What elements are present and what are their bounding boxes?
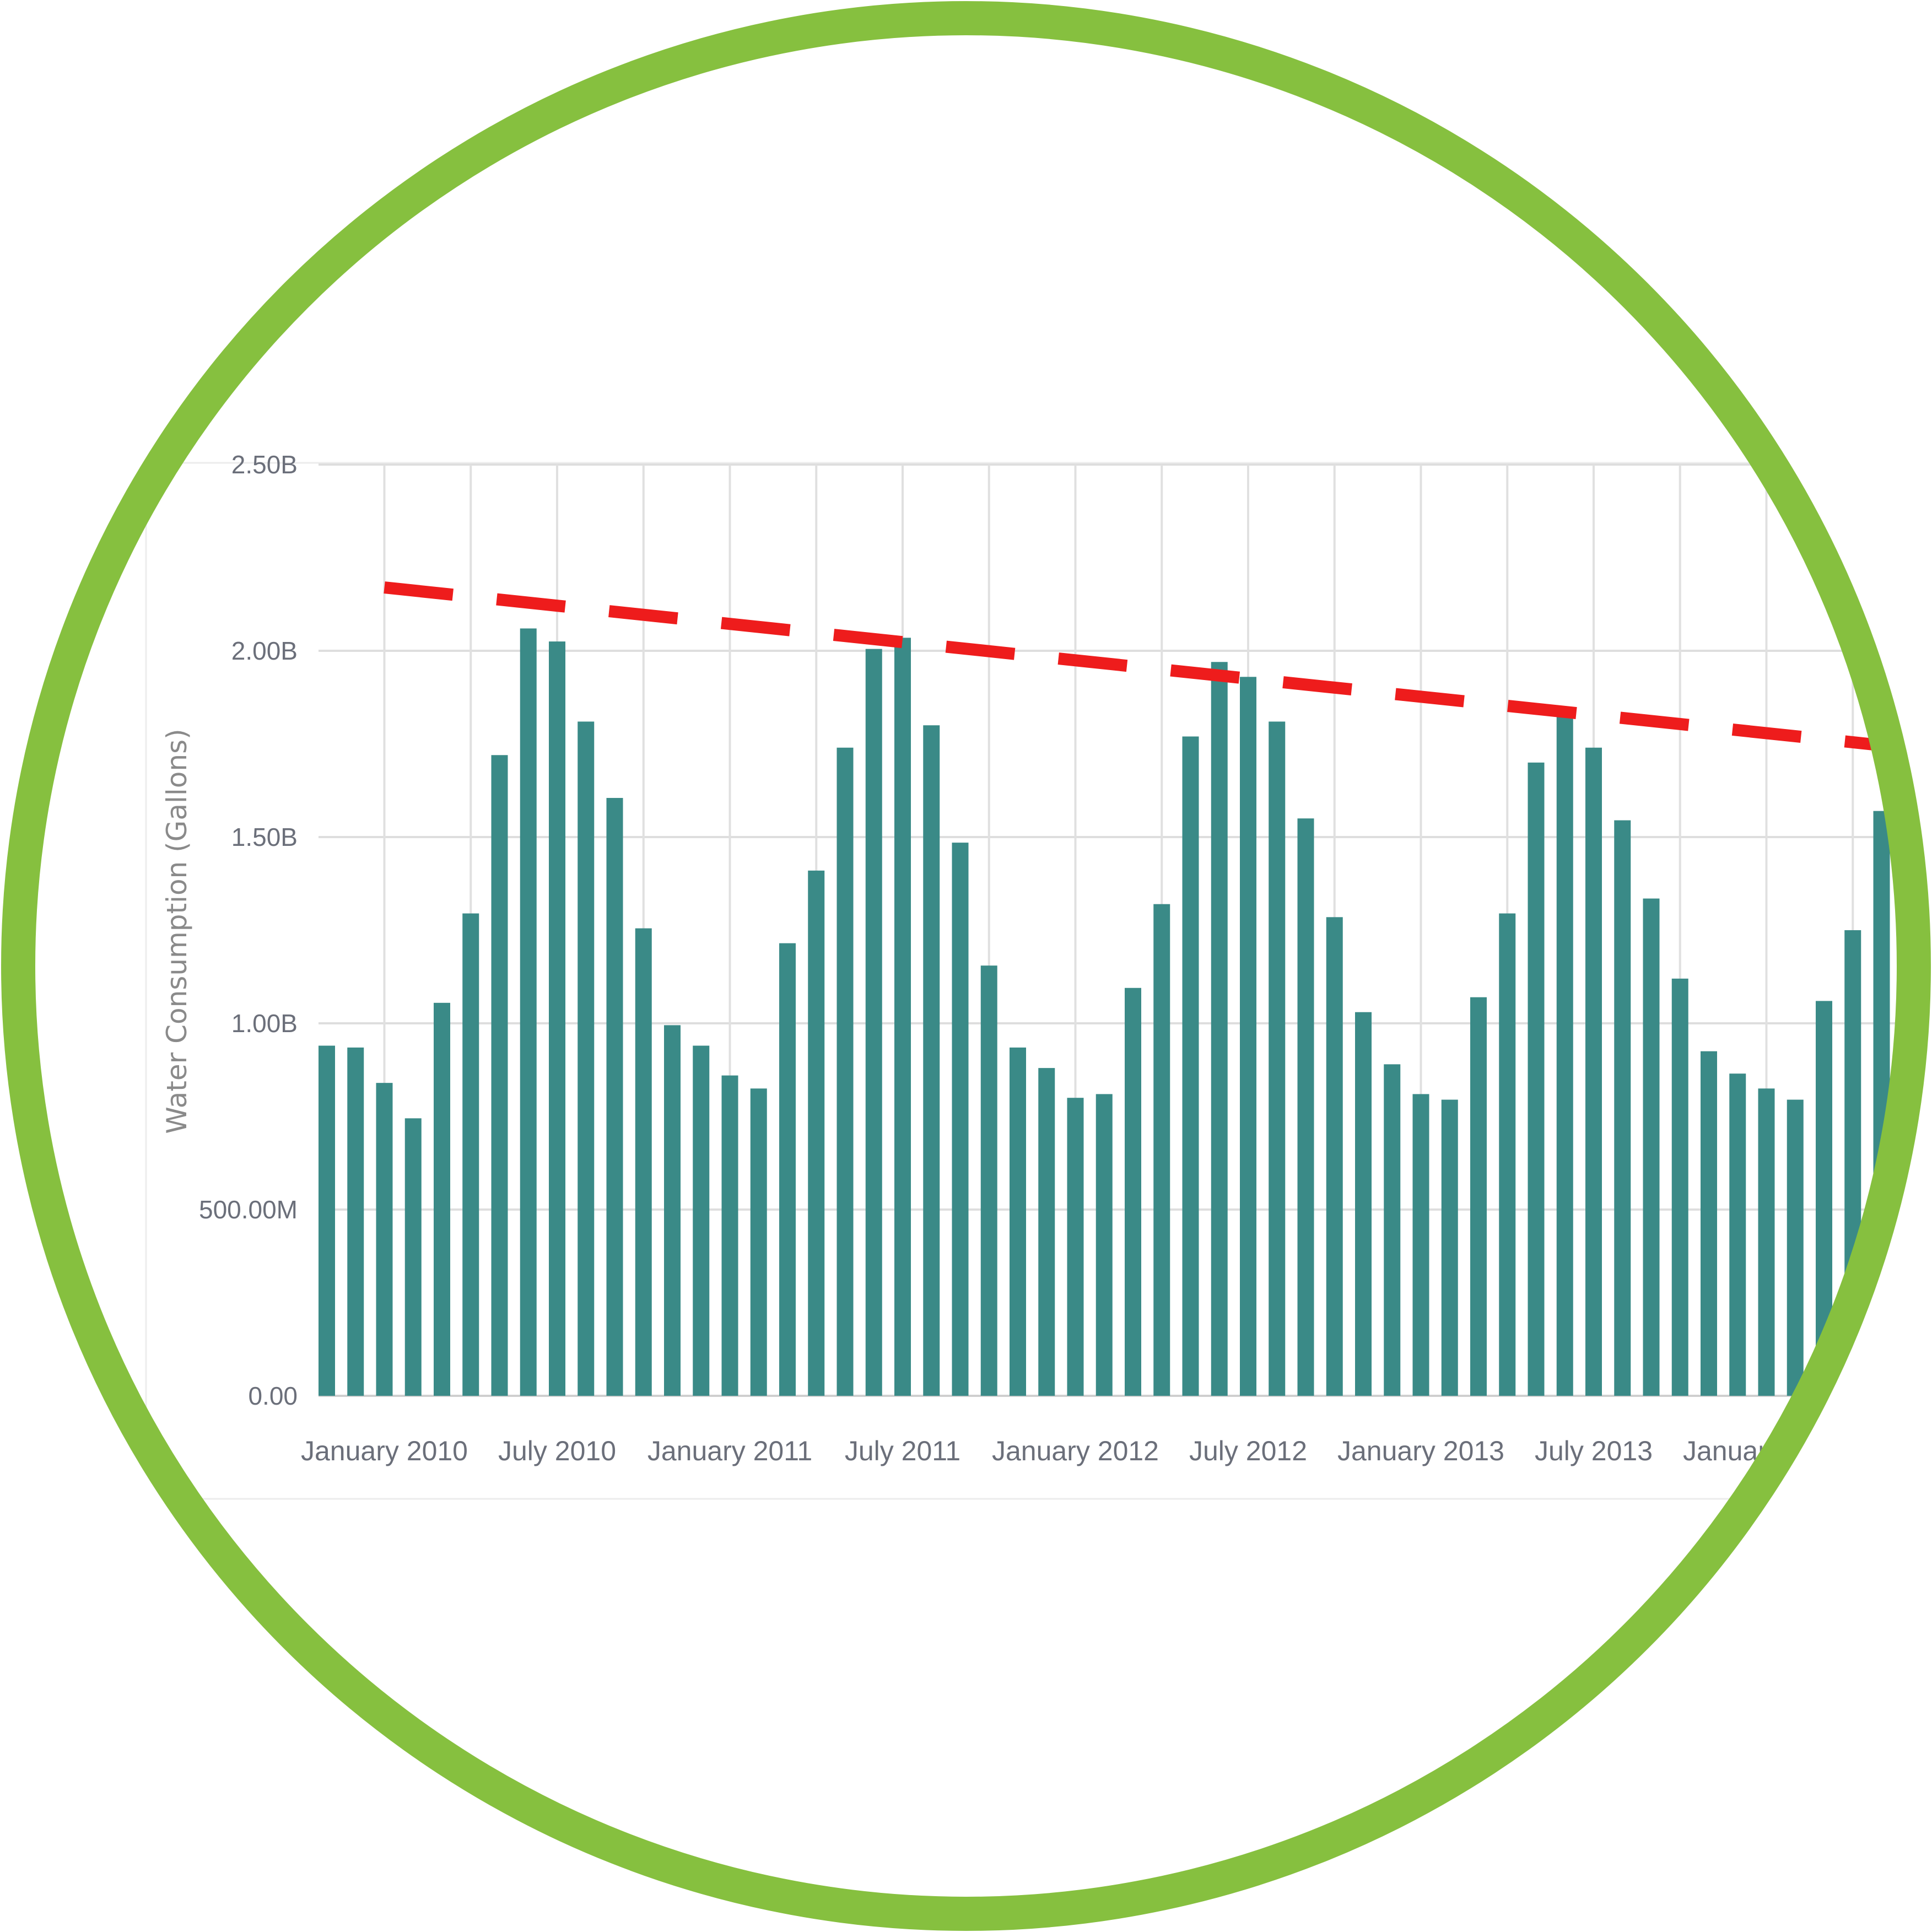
bars [319, 628, 1914, 1396]
bar [347, 1047, 364, 1396]
bar [1412, 1094, 1429, 1396]
bar [1355, 1012, 1372, 1396]
x-tick-label: January 2013 [1337, 1435, 1504, 1466]
bar [1556, 714, 1573, 1396]
bar [319, 1045, 335, 1396]
y-tick-label: 1.00B [231, 1009, 298, 1038]
x-tick-label: July 2012 [1189, 1435, 1307, 1466]
bar [491, 755, 508, 1396]
bar [1499, 913, 1516, 1396]
bar [808, 870, 825, 1396]
x-tick-label: July 2011 [845, 1435, 960, 1466]
y-tick-label: 500.00M [199, 1195, 298, 1224]
bar [1125, 987, 1141, 1396]
x-tick-label: January 2010 [301, 1435, 468, 1466]
x-tick-label: January 2011 [647, 1435, 812, 1466]
bar [1326, 917, 1343, 1396]
bar [635, 928, 652, 1396]
bar [837, 747, 854, 1396]
bar [1614, 820, 1631, 1396]
bar [664, 1025, 681, 1396]
bar [1095, 1094, 1113, 1396]
trendline [384, 581, 1914, 758]
bar [1470, 997, 1487, 1396]
bar [721, 1075, 738, 1396]
trendline-group [384, 581, 1914, 758]
bar [865, 649, 882, 1396]
bar [520, 628, 537, 1396]
bar [1384, 1064, 1401, 1396]
y-tick-label: 2.00B [231, 636, 298, 665]
bar [1182, 736, 1199, 1396]
x-axis-ticks: January 2010 July 2010 January 2011 July 20… [301, 1435, 1850, 1466]
bar [549, 641, 565, 1396]
bar [1211, 662, 1228, 1396]
bar [1240, 677, 1256, 1396]
bar [1701, 1051, 1717, 1396]
bar [1643, 898, 1660, 1396]
bar [1671, 978, 1688, 1396]
bar [606, 798, 623, 1396]
bar [1729, 1073, 1746, 1396]
bar [894, 638, 911, 1396]
x-tick-label: July 2010 [498, 1435, 616, 1466]
bar [980, 965, 997, 1396]
bar [1528, 762, 1545, 1396]
bar [434, 1002, 450, 1396]
bar [578, 721, 595, 1396]
x-tick-label: July 2013 [1535, 1435, 1653, 1466]
bar [779, 943, 796, 1396]
bar [1758, 1088, 1775, 1396]
bar [693, 1045, 710, 1396]
y-axis-title: Water Consumption (Gallons) [161, 728, 193, 1134]
bar [462, 913, 479, 1396]
y-tick-label: 2.50B [231, 450, 298, 479]
bar [1010, 1047, 1026, 1396]
bar [404, 1118, 422, 1396]
bar [1297, 818, 1314, 1396]
x-tick-label: January 2012 [992, 1435, 1159, 1466]
bar [1067, 1098, 1084, 1396]
bar [750, 1088, 767, 1396]
bar [1585, 747, 1602, 1396]
y-axis-ticks: 0.00 500.00M 1.00B 1.50B 2.00B 2.50B [199, 450, 298, 1410]
bar [1269, 721, 1286, 1396]
bar [952, 843, 969, 1396]
bar [1038, 1068, 1055, 1396]
bar [376, 1083, 393, 1396]
y-tick-label: 1.50B [231, 823, 298, 851]
bar [1441, 1099, 1458, 1396]
bar [1787, 1099, 1804, 1396]
bar [1153, 904, 1170, 1396]
bar [923, 725, 940, 1396]
y-tick-label: 0.00 [248, 1381, 298, 1410]
